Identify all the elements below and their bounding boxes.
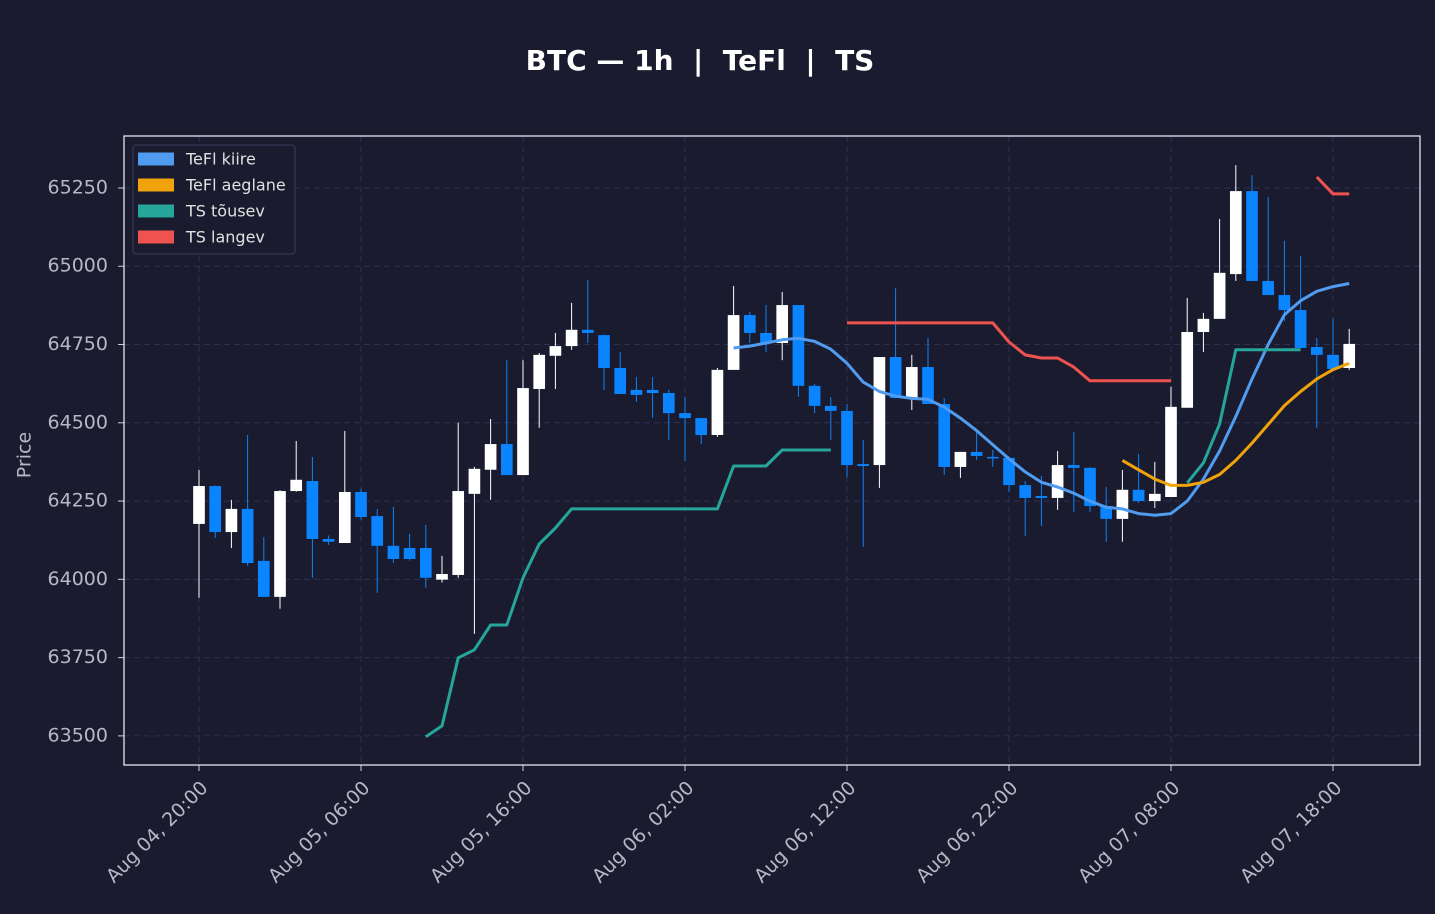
candle-body [209, 486, 222, 533]
candle-body [792, 305, 805, 386]
candle-body [306, 481, 319, 539]
candle-body [322, 538, 335, 542]
chart-title: BTC — 1h | TeFl | TS [526, 44, 875, 77]
candle-body [760, 332, 772, 343]
candle-body [1213, 272, 1226, 319]
candle-body [986, 456, 999, 459]
candle-body [679, 413, 691, 419]
y-tick-label: 64750 [48, 333, 108, 355]
candle-body [1294, 310, 1307, 348]
legend-box [132, 144, 296, 255]
candle-body [1278, 295, 1291, 311]
legend-label: TeFl aeglane [185, 176, 286, 195]
candle-body [484, 444, 497, 470]
candle-body [419, 548, 432, 578]
candle-body [841, 410, 853, 466]
legend-swatch [138, 204, 174, 218]
y-tick-label: 64500 [48, 411, 108, 433]
line-series [847, 175, 1350, 383]
candle-body [1262, 280, 1275, 296]
legend-swatch [138, 178, 174, 192]
candle-body [436, 574, 448, 580]
legend-label: TS tõusev [185, 202, 265, 221]
candle-body [1327, 354, 1339, 369]
candle-body [371, 516, 384, 546]
candle-body [711, 369, 724, 436]
y-tick-label: 63500 [48, 724, 108, 746]
candle-body [1246, 191, 1258, 281]
candle-body [970, 451, 983, 456]
candle-body [1019, 485, 1032, 498]
candle-body [387, 545, 400, 559]
candle-body [808, 385, 821, 406]
legend-swatch [138, 230, 174, 244]
candle-body [193, 486, 205, 524]
candle-body [452, 491, 465, 575]
candle-body [857, 464, 870, 466]
line-series [424, 348, 1301, 739]
line-series [1121, 361, 1350, 487]
candle-body [695, 418, 708, 436]
candle-body [1084, 467, 1096, 507]
y-tick-label: 64000 [48, 568, 108, 590]
candle-body [468, 468, 481, 494]
candle-body [1132, 489, 1145, 502]
candle-body [1035, 496, 1048, 498]
candle-body [355, 491, 367, 518]
legend-label: TS langev [185, 228, 265, 247]
candle-body [1148, 493, 1161, 502]
candle-body [776, 305, 789, 343]
candle-body [225, 508, 238, 533]
candle-body [290, 479, 303, 492]
candle-body [338, 491, 351, 544]
candle-body [889, 357, 902, 399]
candle-body [646, 389, 659, 394]
plot-frame [123, 135, 1421, 766]
candle-body [905, 367, 918, 399]
y-tick-label: 65000 [48, 255, 108, 277]
candle-body [517, 388, 529, 476]
line-series [733, 282, 1350, 517]
candle-body [922, 367, 934, 405]
candle-body [1067, 465, 1080, 468]
candle-body [614, 368, 627, 394]
candle-body [743, 315, 756, 333]
candle-body [241, 508, 254, 564]
candle-body [1229, 191, 1242, 275]
candle-body [1100, 506, 1113, 519]
candle-body [1197, 318, 1210, 332]
candle-body [598, 335, 610, 369]
candle-body [257, 560, 270, 597]
candle-body [938, 404, 951, 467]
candle-body [1003, 457, 1015, 486]
candle-body [727, 315, 740, 370]
candle-body [1051, 465, 1064, 498]
y-tick-label: 65250 [48, 176, 108, 198]
candle-body [581, 329, 594, 333]
y-tick-label: 63750 [48, 646, 108, 668]
candle-body [630, 389, 643, 395]
candle-body [1310, 347, 1323, 355]
candle-body [533, 354, 546, 389]
legend-swatch [138, 152, 174, 166]
candle-body [565, 329, 578, 347]
candle-body [1116, 489, 1129, 519]
candle-body [1181, 331, 1194, 408]
candle-body [824, 405, 837, 411]
candle-body [873, 357, 886, 466]
candle-body [403, 548, 416, 559]
legend-label: TeFl kiire [185, 150, 256, 169]
candle-body [500, 444, 513, 476]
candle-body [1165, 406, 1177, 497]
candle-body [274, 491, 286, 597]
candle-body [662, 393, 675, 414]
y-axis-label: Price [14, 432, 36, 478]
candle-body [549, 346, 562, 356]
candle-body [954, 451, 967, 467]
y-tick-label: 64250 [48, 490, 108, 512]
candle-body [1343, 343, 1356, 369]
